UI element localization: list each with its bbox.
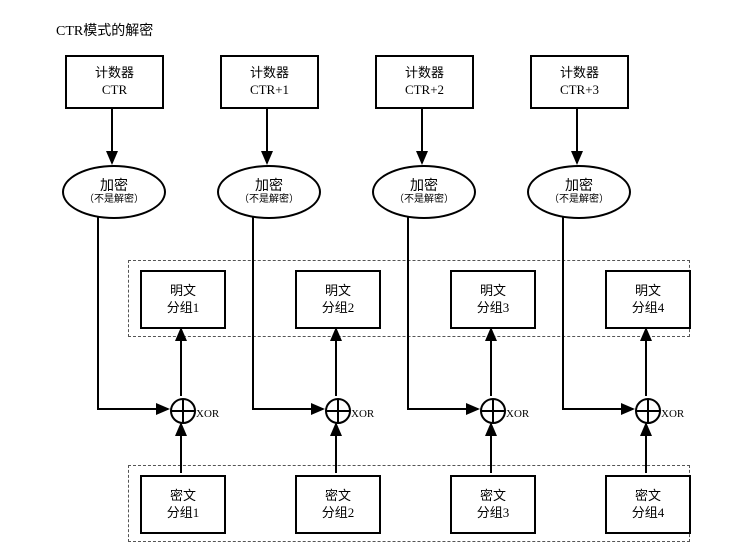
counter-line2: CTR+2 xyxy=(405,82,444,99)
encrypt-label: 加密 xyxy=(100,179,128,194)
plaintext-line1: 明文 xyxy=(480,283,506,300)
xor-label-4: XOR xyxy=(661,408,684,420)
plaintext-line2: 分组2 xyxy=(322,300,355,317)
encrypt-oval-2: 加密 （不是解密） xyxy=(217,165,321,219)
encrypt-sub: （不是解密） xyxy=(84,194,144,205)
plaintext-line1: 明文 xyxy=(325,283,351,300)
ciphertext-box-4: 密文 分组4 xyxy=(605,475,691,534)
counter-box-2: 计数器 CTR+1 xyxy=(220,55,319,109)
encrypt-oval-3: 加密 （不是解密） xyxy=(372,165,476,219)
plaintext-box-3: 明文 分组3 xyxy=(450,270,536,329)
counter-box-4: 计数器 CTR+3 xyxy=(530,55,629,109)
ciphertext-line1: 密文 xyxy=(635,488,661,505)
encrypt-label: 加密 xyxy=(410,179,438,194)
counter-line2: CTR xyxy=(102,82,127,99)
encrypt-oval-1: 加密 （不是解密） xyxy=(62,165,166,219)
plaintext-line2: 分组3 xyxy=(477,300,510,317)
encrypt-label: 加密 xyxy=(255,179,283,194)
ciphertext-line2: 分组2 xyxy=(322,505,355,522)
encrypt-sub: （不是解密） xyxy=(549,194,609,205)
ciphertext-line1: 密文 xyxy=(325,488,351,505)
plaintext-box-2: 明文 分组2 xyxy=(295,270,381,329)
ciphertext-box-2: 密文 分组2 xyxy=(295,475,381,534)
plaintext-line2: 分组4 xyxy=(632,300,665,317)
encrypt-label: 加密 xyxy=(565,179,593,194)
plaintext-box-1: 明文 分组1 xyxy=(140,270,226,329)
ciphertext-line1: 密文 xyxy=(480,488,506,505)
counter-line1: 计数器 xyxy=(250,65,289,82)
encrypt-oval-4: 加密 （不是解密） xyxy=(527,165,631,219)
counter-line2: CTR+3 xyxy=(560,82,599,99)
counter-line1: 计数器 xyxy=(560,65,599,82)
xor-node-4 xyxy=(635,398,661,424)
counter-line2: CTR+1 xyxy=(250,82,289,99)
plaintext-line1: 明文 xyxy=(170,283,196,300)
counter-line1: 计数器 xyxy=(95,65,134,82)
xor-node-1 xyxy=(170,398,196,424)
counter-box-3: 计数器 CTR+2 xyxy=(375,55,474,109)
ciphertext-line2: 分组1 xyxy=(167,505,200,522)
ciphertext-line1: 密文 xyxy=(170,488,196,505)
ciphertext-box-1: 密文 分组1 xyxy=(140,475,226,534)
xor-node-2 xyxy=(325,398,351,424)
ciphertext-line2: 分组3 xyxy=(477,505,510,522)
counter-line1: 计数器 xyxy=(405,65,444,82)
encrypt-sub: （不是解密） xyxy=(239,194,299,205)
plaintext-line1: 明文 xyxy=(635,283,661,300)
diagram-canvas: CTR模式的解密 计数器 CTR 加密 （不是解密） 明文 分组1 XOR 密文… xyxy=(0,0,735,560)
xor-label-2: XOR xyxy=(351,408,374,420)
plaintext-line2: 分组1 xyxy=(167,300,200,317)
ciphertext-line2: 分组4 xyxy=(632,505,665,522)
diagram-title: CTR模式的解密 xyxy=(56,20,153,40)
xor-label-1: XOR xyxy=(196,408,219,420)
encrypt-sub: （不是解密） xyxy=(394,194,454,205)
counter-box-1: 计数器 CTR xyxy=(65,55,164,109)
xor-label-3: XOR xyxy=(506,408,529,420)
ciphertext-box-3: 密文 分组3 xyxy=(450,475,536,534)
xor-node-3 xyxy=(480,398,506,424)
plaintext-box-4: 明文 分组4 xyxy=(605,270,691,329)
